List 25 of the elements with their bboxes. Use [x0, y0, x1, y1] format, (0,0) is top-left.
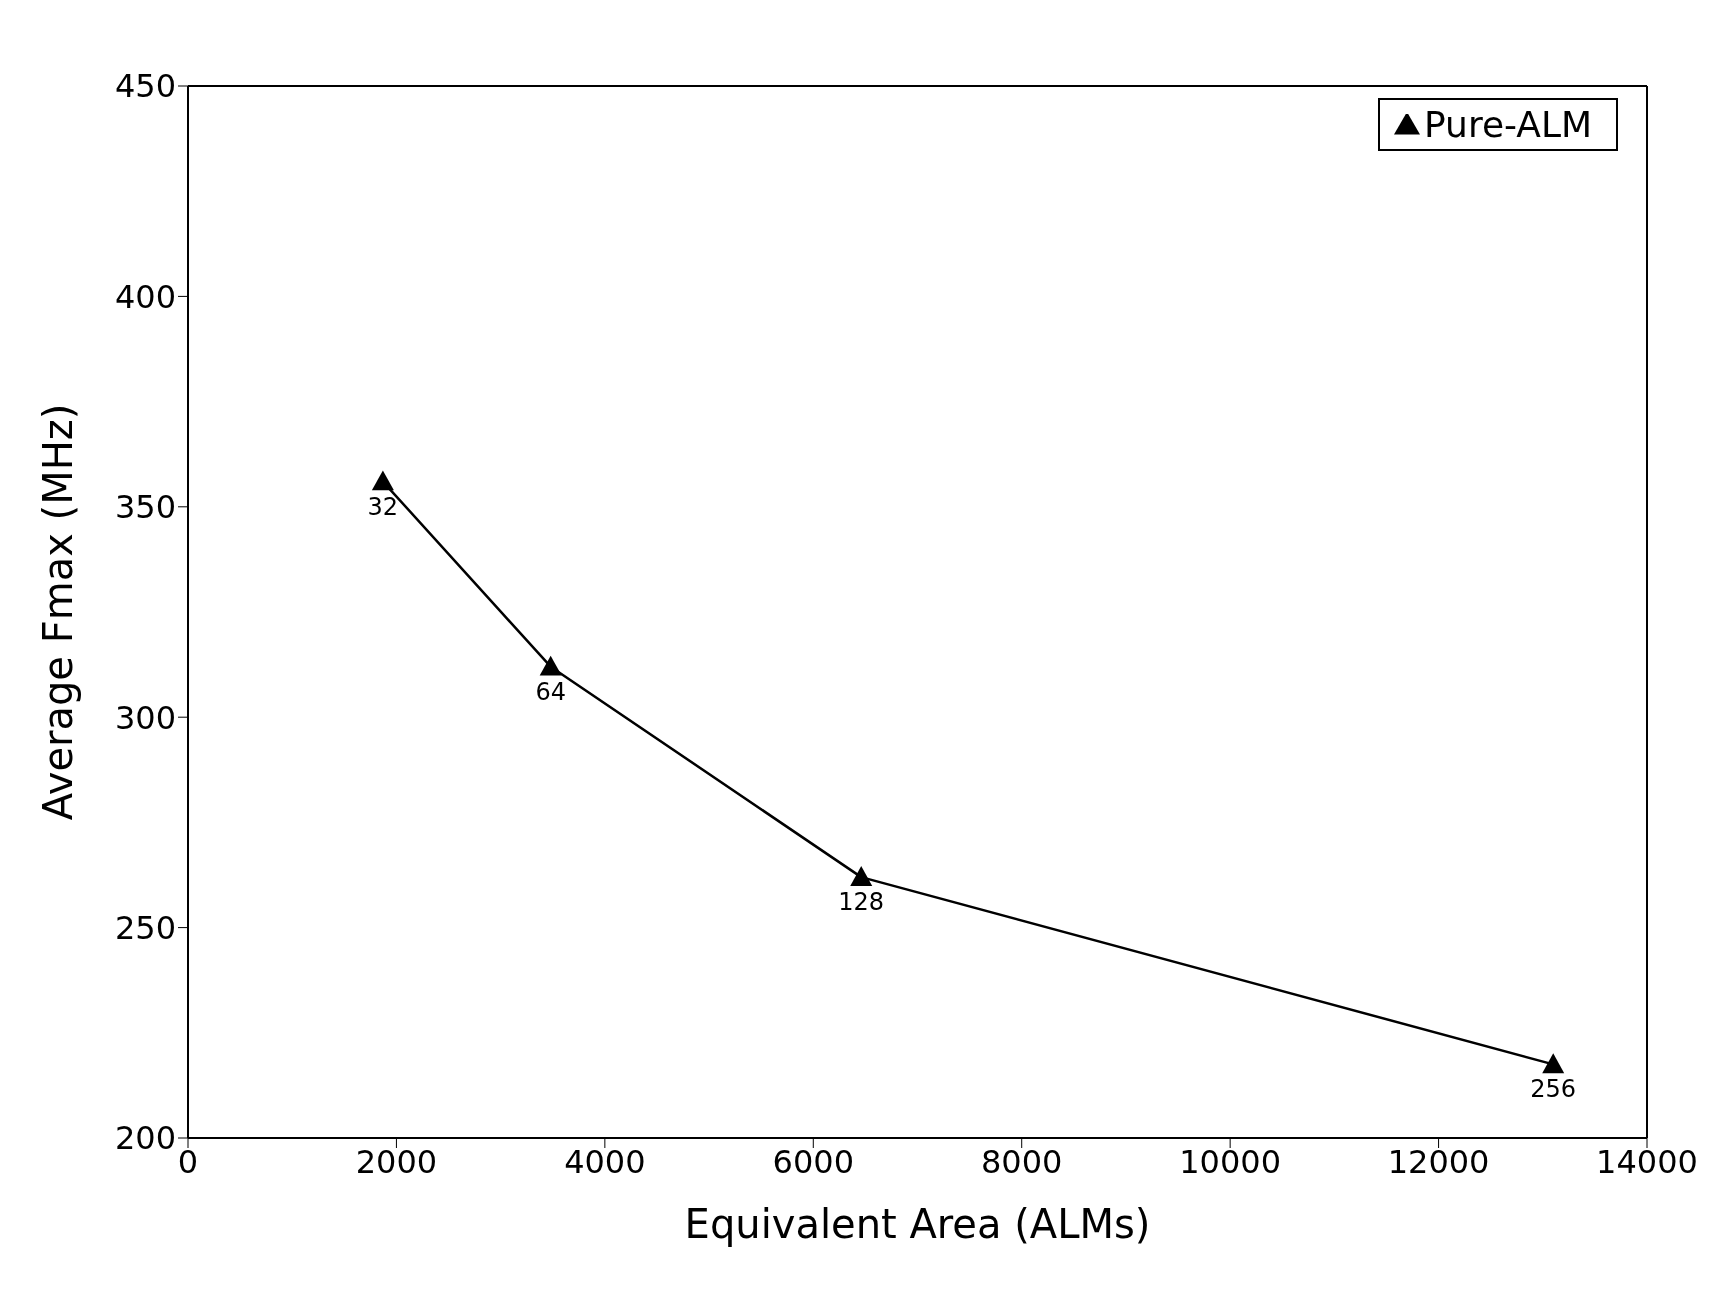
annotation: 32	[367, 492, 399, 521]
x-tick-label: 4000	[564, 1142, 646, 1181]
y-tick-label: 200	[114, 1119, 176, 1158]
point	[850, 866, 873, 886]
y-tick-label: 250	[114, 908, 176, 947]
point	[1542, 1053, 1565, 1074]
y-tick-label: 450	[114, 67, 176, 106]
x-axis-title: Equivalent Area (ALMs)	[684, 1201, 1151, 1247]
y-axis-title: Average Fmax (MHz)	[35, 403, 82, 821]
x-tick-label: 0	[177, 1142, 199, 1181]
x-tick-label: 14000	[1596, 1142, 1698, 1181]
annotation: 256	[1530, 1075, 1577, 1104]
legend-label: Pure-ALM	[1424, 104, 1592, 145]
x-tick-label: 12000	[1387, 1142, 1490, 1181]
y-tick-label: 400	[114, 277, 176, 316]
annotation: 64	[535, 677, 566, 706]
point	[371, 470, 394, 491]
x-tick-label: 2000	[355, 1142, 438, 1181]
annotation: 128	[838, 888, 885, 917]
y-tick-label: 300	[114, 698, 176, 737]
point	[539, 655, 562, 676]
x-tick-label: 8000	[981, 1142, 1063, 1181]
x-tick-label: 10000	[1179, 1142, 1282, 1181]
y-tick-label: 350	[114, 488, 176, 527]
x-tick-label: 6000	[772, 1142, 854, 1181]
